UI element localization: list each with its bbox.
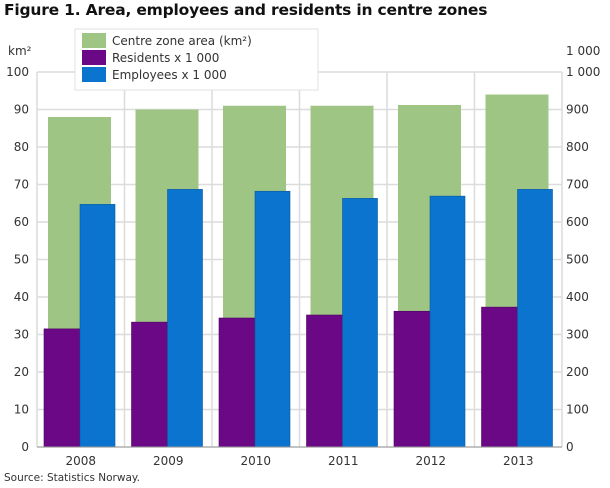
employees-bar [342,198,378,448]
right-tick-label: 500 [566,253,589,267]
right-tick-label: 100 [566,403,589,417]
left-tick-label: 40 [14,290,29,304]
legend-label: Residents x 1 000 [112,51,219,65]
category-label: 2008 [65,454,96,468]
left-tick-label: 80 [14,140,29,154]
source-note: Source: Statistics Norway. [4,472,140,484]
right-tick-label: 600 [566,215,589,229]
right-tick-label: 200 [566,365,589,379]
left-tick-label: 30 [14,328,29,342]
legend-box [74,28,319,91]
legend-swatch [82,67,106,82]
left-tick-label: 10 [14,403,29,417]
legend-swatch [82,50,106,65]
left-tick-label: 90 [14,103,29,117]
right-tick-label: 400 [566,290,589,304]
right-tick-label: 1 000 [566,65,600,79]
residents-bar [306,314,343,448]
legend-swatch [82,33,106,48]
left-tick-label: 100 [6,65,29,79]
chart-title: Figure 1. Area, employees and residents … [4,1,488,19]
right-tick-label: 900 [566,103,589,117]
category-label: 2011 [328,454,359,468]
residents-bar [481,306,518,448]
residents-bar [43,328,81,448]
employees-bar [429,195,466,448]
legend-label: Employees x 1 000 [112,68,227,82]
right-tick-label: 0 [566,440,574,454]
left-tick-label: 20 [14,365,29,379]
residents-bar [218,317,256,448]
category-label: 2013 [503,454,534,468]
employees-bar [254,190,291,448]
legend-label: Centre zone area (km²) [112,34,252,48]
right-tick-label: 300 [566,328,589,342]
right-tick-label: 800 [566,140,589,154]
residents-bar [393,310,431,448]
category-label: 2009 [153,454,184,468]
employees-bar [79,204,116,448]
employees-bar [167,189,203,448]
employees-bar [517,189,553,448]
right-axis-unit: 1 000 [566,44,600,58]
residents-bar [131,321,168,448]
left-tick-label: 0 [21,440,29,454]
left-tick-label: 70 [14,178,29,192]
category-label: 2012 [415,454,446,468]
category-label: 2010 [240,454,271,468]
left-tick-label: 50 [14,253,29,267]
left-tick-label: 60 [14,215,29,229]
left-axis-unit: km² [8,44,32,58]
right-tick-label: 700 [566,178,589,192]
